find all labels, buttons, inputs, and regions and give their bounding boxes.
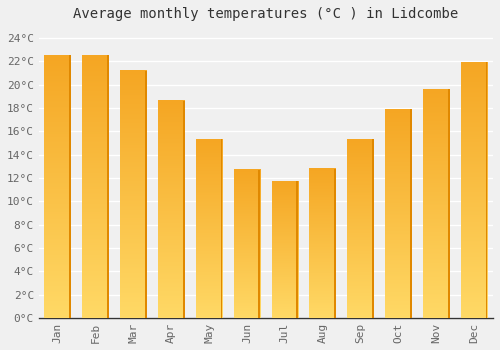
Bar [334, 169, 336, 318]
Bar [372, 139, 374, 318]
Bar [107, 55, 109, 318]
Bar [145, 71, 146, 318]
Bar [448, 89, 450, 318]
Title: Average monthly temperatures (°C ) in Lidcombe: Average monthly temperatures (°C ) in Li… [74, 7, 458, 21]
Bar [258, 170, 260, 318]
Bar [182, 101, 184, 318]
Bar [220, 139, 222, 318]
Bar [410, 109, 412, 318]
Bar [296, 181, 298, 318]
Bar [69, 55, 71, 318]
Bar [486, 62, 488, 318]
